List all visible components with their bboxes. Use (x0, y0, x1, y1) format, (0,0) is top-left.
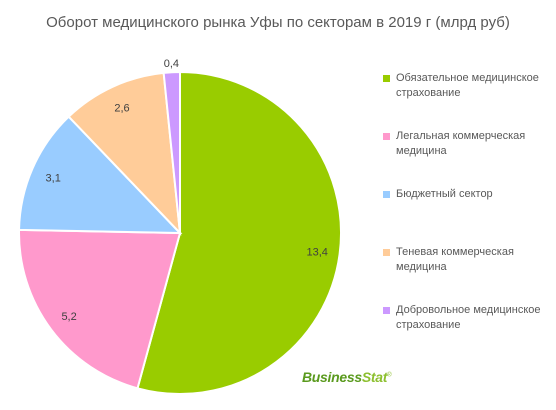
data-label-shadow-commercial: 2,6 (114, 102, 129, 114)
data-label-voluntary-insurance: 0,4 (164, 58, 179, 70)
legend-swatch-compulsory-insurance (383, 75, 390, 82)
legend-label-legal-commercial: Легальная коммерческая медицина (396, 130, 526, 157)
pie-slice-shadow-commercial (67, 71, 182, 236)
chart-title: Оборот медицинского рынка Уфы по сектора… (46, 14, 510, 31)
logo-text-business: Business (302, 369, 362, 385)
pie-slice-voluntary-insurance (162, 70, 181, 234)
data-label-compulsory-insurance: 13,4 (306, 246, 327, 258)
legend-swatch-budget-sector (383, 191, 390, 198)
pie-slices (18, 70, 343, 395)
pie-data-labels: 13,4 5,2 3,1 2,6 0,4 (46, 58, 328, 323)
legend-label-budget-sector: Бюджетный сектор (396, 188, 493, 200)
data-label-budget-sector: 3,1 (46, 172, 61, 184)
logo-registered-mark: ® (387, 372, 392, 379)
pie-slice-compulsory-insurance (136, 70, 343, 395)
logo-text-stat: Stat (361, 369, 388, 385)
legend-label-voluntary-insurance: Добровольное медицинское страхование (396, 304, 541, 331)
legend-swatch-voluntary-insurance (383, 307, 390, 314)
pie-slice-legal-commercial (18, 228, 182, 390)
businessstat-logo: BusinessStat® (302, 369, 392, 385)
legend-swatch-shadow-commercial (383, 249, 390, 256)
legend-label-shadow-commercial: Теневая коммерческая медицина (396, 246, 514, 273)
legend-swatch-legal-commercial (383, 133, 390, 140)
pie-slice-budget-sector (18, 115, 183, 235)
data-label-legal-commercial: 5,2 (61, 311, 76, 323)
legend-label-compulsory-insurance: Обязательное медицинское страхование (396, 72, 539, 99)
